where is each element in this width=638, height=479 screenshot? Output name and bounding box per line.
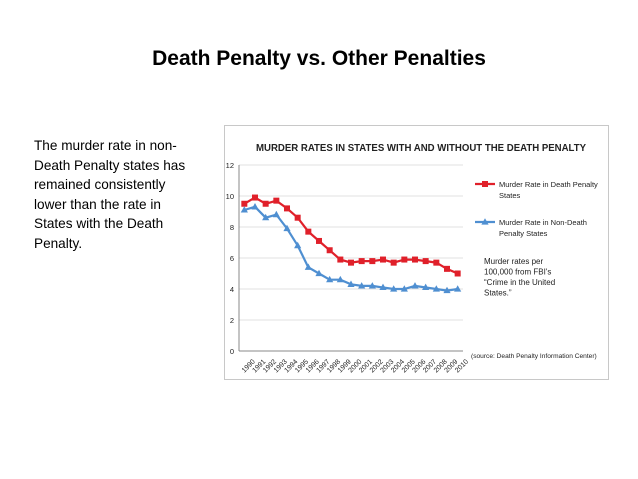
data-point [240,206,248,213]
data-point [241,200,248,207]
y-tick-label: 10 [226,192,234,201]
data-point [369,258,376,265]
data-point [400,285,408,292]
data-point [304,263,312,270]
chart-image: MURDER RATES IN STATES WITH AND WITHOUT … [224,125,609,380]
data-point [411,282,419,289]
data-point [422,283,430,291]
data-point [337,256,344,263]
y-tick-label: 4 [230,285,234,294]
data-point [316,237,322,244]
data-point [252,194,258,201]
series-line-2 [243,205,458,292]
data-point [443,286,451,294]
data-point [358,258,365,265]
data-point [326,247,333,254]
data-point [379,283,387,291]
data-point [454,270,461,277]
y-tick-label: 8 [230,223,234,232]
y-tick-label: 2 [230,316,234,325]
data-point [444,265,450,272]
data-point [454,285,462,292]
legend-marker [481,218,489,225]
y-tick-label: 6 [230,254,234,263]
y-tick-label: 12 [226,161,234,170]
data-point [347,280,355,287]
data-point [326,275,334,283]
data-point [284,205,290,212]
data-point [422,258,429,265]
data-point [358,282,366,289]
data-point [283,224,291,232]
body-text: The murder rate in non-Death Penalty sta… [34,138,186,251]
data-point [432,285,440,292]
legend-marker [482,181,488,187]
data-point [262,213,270,221]
data-point [412,256,418,263]
data-point [262,200,269,207]
data-point [315,269,323,277]
chart-title: MURDER RATES IN STATES WITH AND WITHOUT … [256,143,586,154]
data-point [433,259,440,266]
data-point [390,285,398,292]
data-point [305,228,312,235]
murder-rate-chart: MURDER RATES IN STATES WITH AND WITHOUT … [226,143,598,374]
data-point [336,275,344,283]
data-point [368,282,376,289]
annotation-source: (source: Death Penalty Information Cente… [471,353,597,360]
data-point [348,259,354,266]
data-point [390,259,397,266]
legend-label: Murder Rate in Non-Death Penalty States [499,218,587,238]
data-point [294,241,302,249]
data-point [294,214,301,221]
y-tick-label: 0 [230,347,234,356]
slide-title: Death Penalty vs. Other Penalties [152,47,486,70]
annotation-fbi-note: Murder rates per 100,000 from FBI's “Crime… [484,257,555,298]
data-point [380,256,386,263]
data-point [272,210,280,218]
legend-label: Murder Rate in Death Penalty States [499,180,598,200]
data-point [273,197,280,204]
data-point [251,203,259,210]
data-point [401,256,408,263]
